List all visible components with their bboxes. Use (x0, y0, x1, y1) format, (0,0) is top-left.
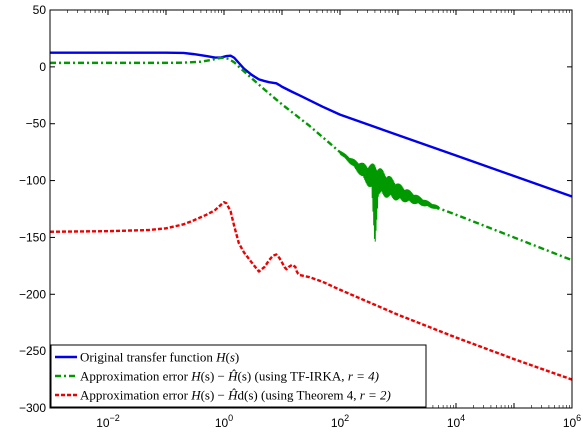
legend-text-part: H (190, 388, 201, 403)
y-tick-label: 0 (39, 60, 46, 74)
x-tick-exponent: 6 (576, 413, 581, 423)
legend-text-part: (s) − (201, 369, 229, 384)
legend-text-part: Ĥ (227, 388, 238, 403)
x-tick-exponent: 2 (344, 413, 349, 423)
legend-entry-3: Approximation error H(s) − Ĥd(s) (using … (80, 388, 391, 403)
legend-text-part: (s) (using TF-IRKA, (238, 369, 348, 384)
y-tick-label: −150 (19, 230, 46, 244)
x-tick-exponent: 4 (460, 413, 465, 423)
x-tick-exponent: −2 (110, 413, 120, 423)
legend-text-part: Original transfer function (80, 350, 216, 365)
x-tick-base: 10 (331, 416, 345, 430)
x-tick-base: 10 (215, 416, 229, 430)
legend-entry-1: Original transfer function H(s) (80, 350, 239, 365)
legend-text-part: d(s) (using Theorem 4, (238, 388, 360, 403)
legend: Original transfer function H(s) Approxima… (51, 345, 426, 407)
y-tick-label: −100 (19, 174, 46, 188)
x-tick-base: 10 (96, 416, 110, 430)
legend-entry-2: Approximation error H(s) − Ĥ(s) (using T… (80, 369, 379, 384)
legend-text-part: H (215, 350, 226, 365)
legend-text-part: r = 4) (348, 369, 379, 384)
y-tick-label: −250 (19, 344, 46, 358)
legend-text-part: Ĥ (227, 369, 238, 384)
x-tick-base: 10 (447, 416, 461, 430)
legend-text-part: r = 2) (360, 388, 391, 403)
x-tick-exponent: 0 (228, 413, 233, 423)
y-tick-label: −50 (26, 117, 47, 131)
legend-text-part: ) (235, 350, 239, 365)
y-tick-label: 50 (33, 3, 47, 17)
y-tick-label: −300 (19, 401, 46, 415)
legend-text-part: (s) − (201, 388, 229, 403)
legend-text-part: Approximation error (80, 388, 191, 403)
x-tick-base: 10 (563, 416, 577, 430)
y-tick-label: −200 (19, 287, 46, 301)
legend-text-part: H (190, 369, 201, 384)
legend-text-part: Approximation error (80, 369, 191, 384)
